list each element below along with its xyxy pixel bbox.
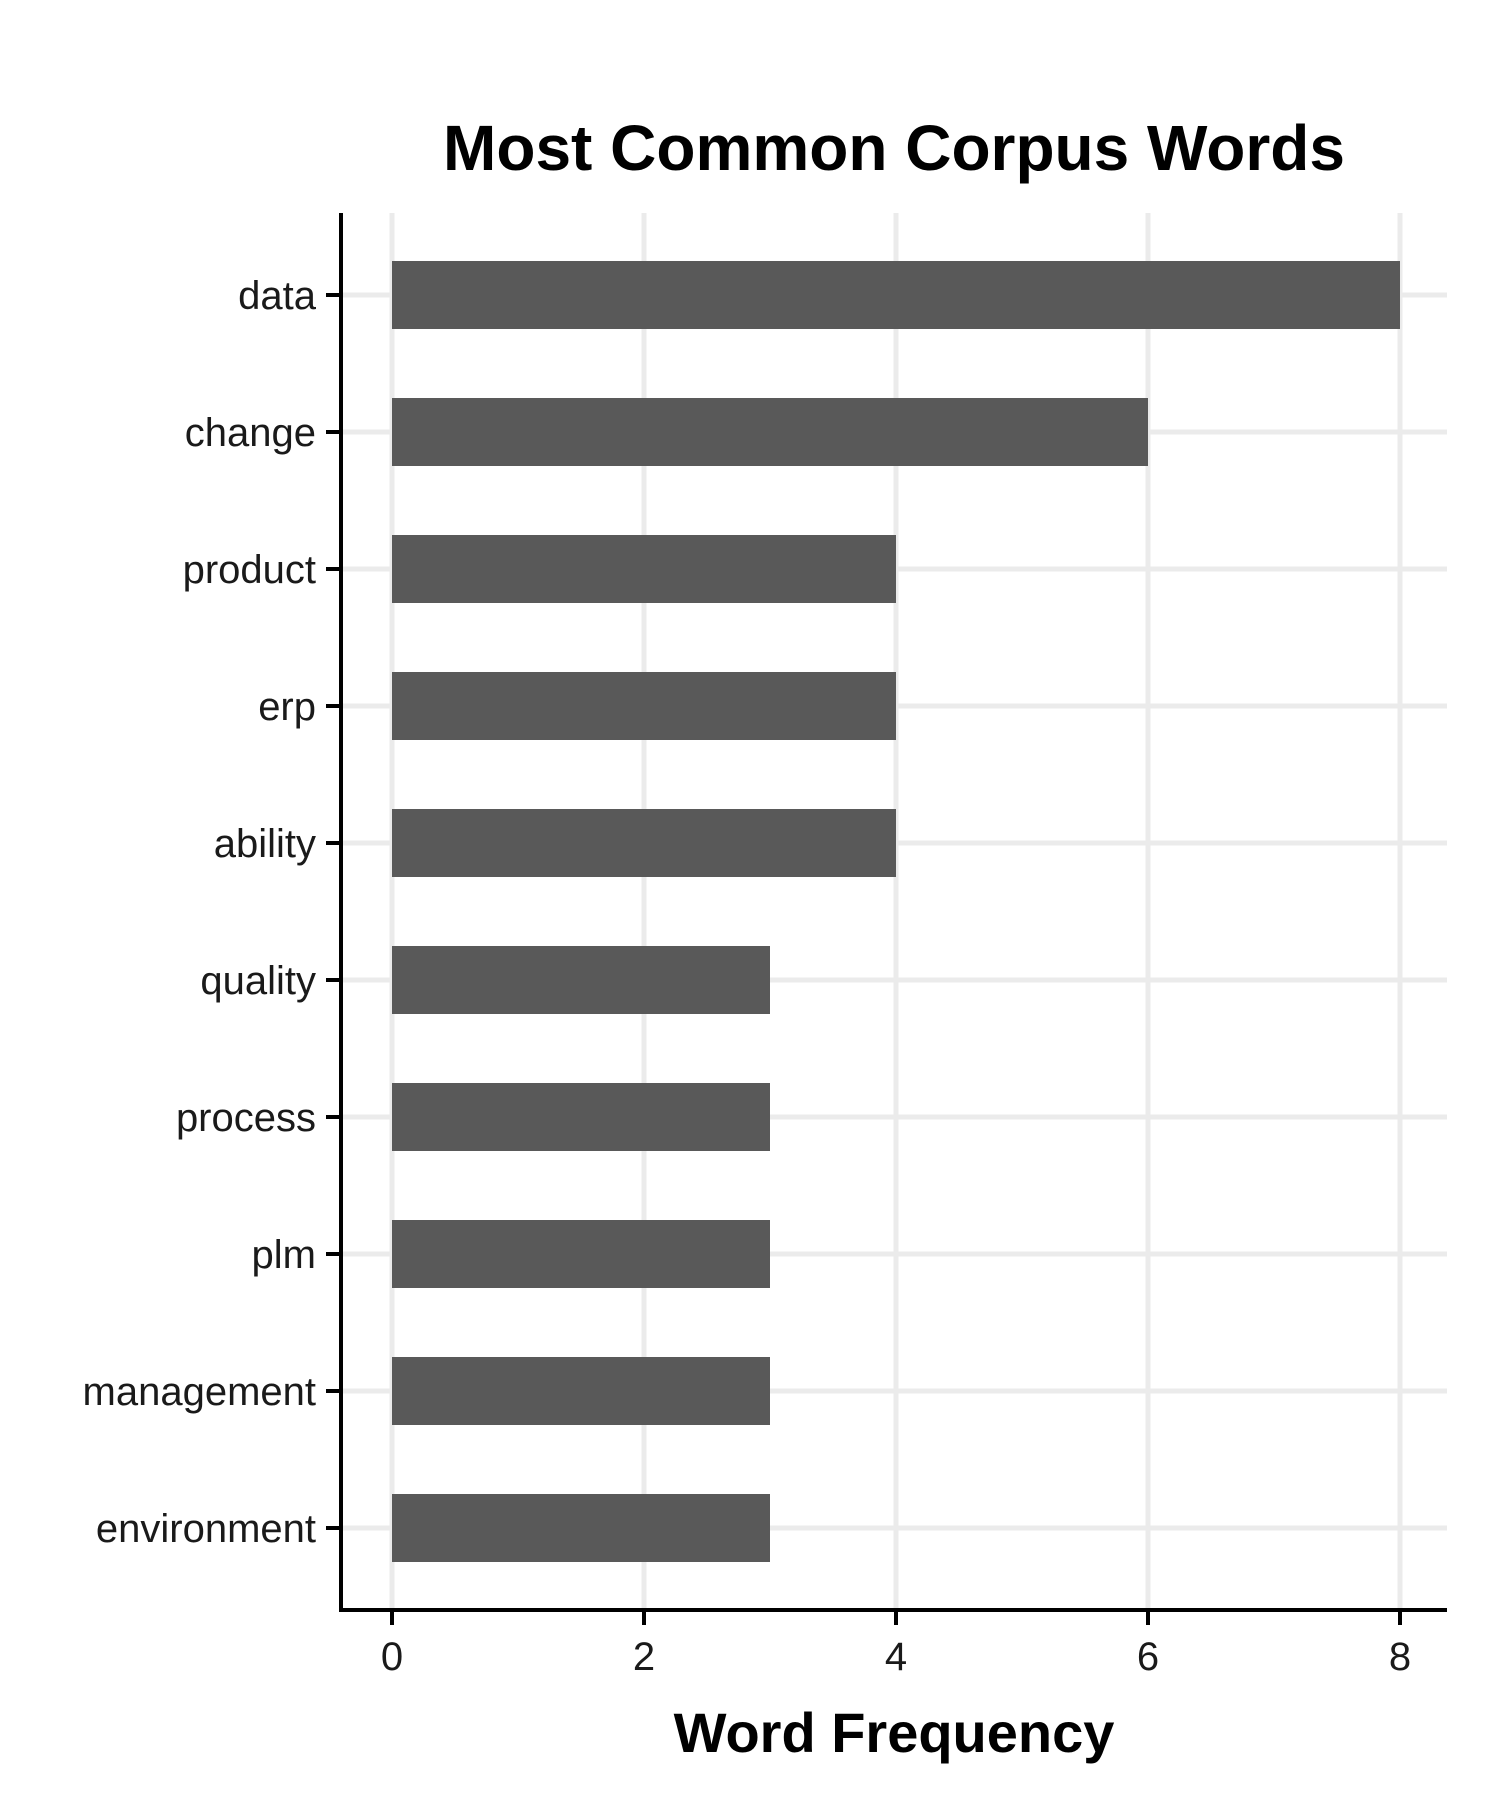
x-tick-label: 4 [885, 1635, 907, 1679]
bar-management [392, 1357, 770, 1425]
y-tick-label: product [183, 548, 316, 592]
y-tick-label: plm [252, 1233, 316, 1277]
bar-environment [392, 1494, 770, 1562]
bar-plm [392, 1220, 770, 1288]
y-tick-label: process [176, 1096, 316, 1140]
y-tick-label: management [83, 1370, 316, 1414]
chart-title: Most Common Corpus Words [443, 112, 1345, 184]
bar-process [392, 1083, 770, 1151]
bar-data [392, 261, 1400, 329]
bar-change [392, 398, 1148, 466]
x-axis-ticks: 0 2 4 6 8 [381, 1610, 1411, 1679]
bar-quality [392, 946, 770, 1014]
x-tick-label: 6 [1137, 1635, 1159, 1679]
bar-ability [392, 809, 896, 877]
y-tick-label: change [185, 411, 316, 455]
x-tick-label: 0 [381, 1635, 403, 1679]
y-tick-label: ability [214, 822, 316, 866]
x-axis-title: Word Frequency [674, 1701, 1115, 1764]
bars [392, 261, 1400, 1562]
x-tick-label: 8 [1389, 1635, 1411, 1679]
bar-product [392, 535, 896, 603]
y-tick-label: quality [200, 959, 316, 1003]
y-tick-label: erp [258, 685, 316, 729]
y-axis-ticks: data change product erp ability quality proces… [83, 274, 341, 1551]
axes [339, 213, 1447, 1612]
y-tick-label: environment [96, 1507, 316, 1551]
y-tick-label: data [238, 274, 317, 318]
bar-erp [392, 672, 896, 740]
x-tick-label: 2 [633, 1635, 655, 1679]
